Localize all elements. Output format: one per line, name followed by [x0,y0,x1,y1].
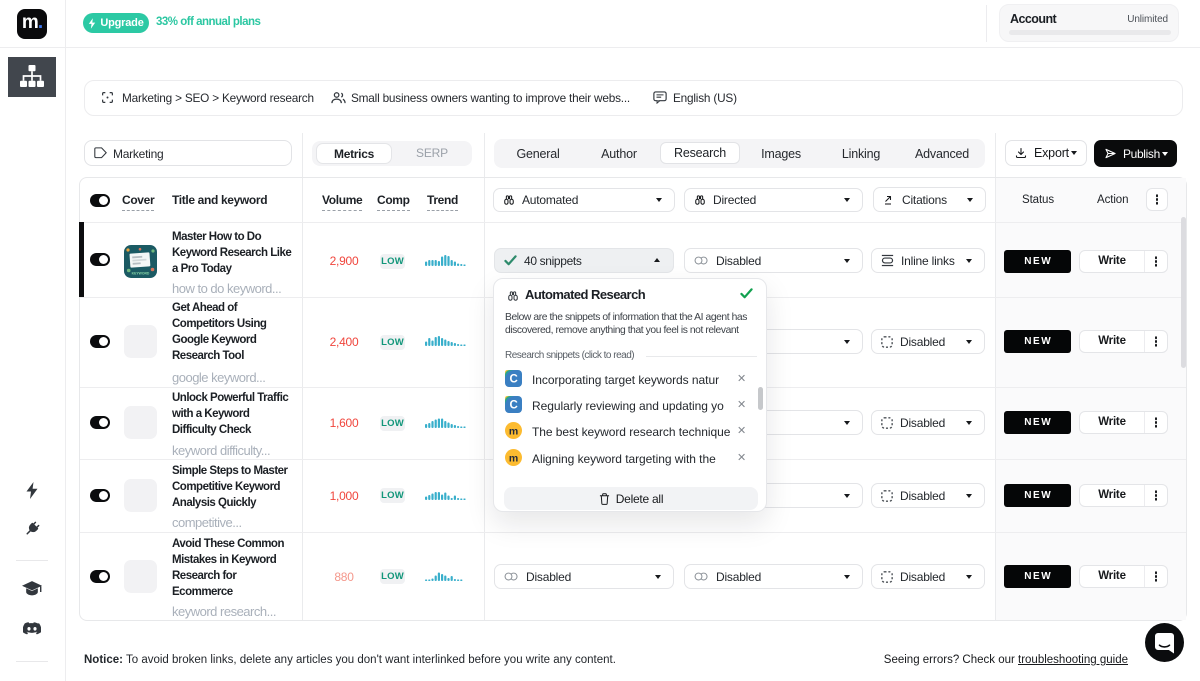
svg-text:m: m [509,453,518,465]
svg-text:C: C [510,400,518,412]
svg-text:KEYWORD: KEYWORD [132,272,150,276]
svg-text:C: C [510,374,518,386]
svg-text:m: m [509,426,518,438]
